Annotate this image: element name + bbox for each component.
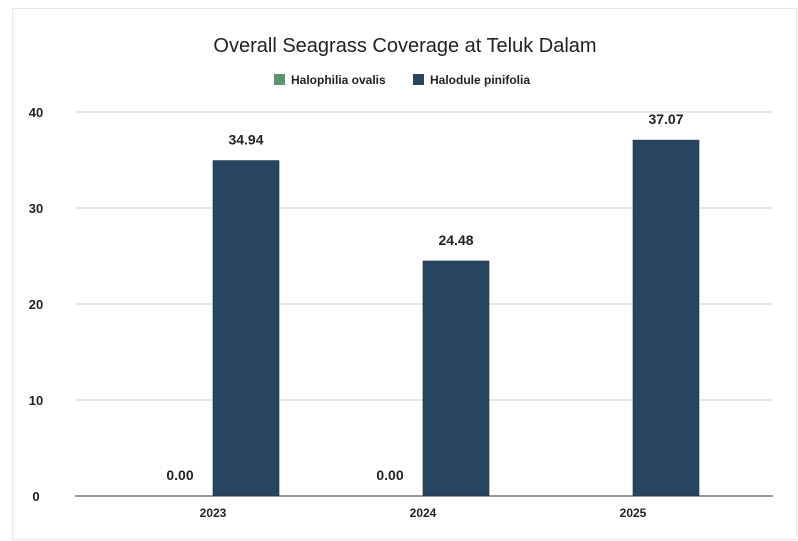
data-label-2023-series-1: 0.00 bbox=[166, 467, 193, 483]
bars bbox=[212, 139, 700, 497]
legend-swatch-2 bbox=[413, 74, 424, 85]
x-tick-label-2025: 2025 bbox=[620, 506, 647, 520]
data-label-2024-series-1: 0.00 bbox=[376, 467, 403, 483]
y-axis-ticks: 0 10 20 30 40 bbox=[29, 105, 43, 504]
legend: Halophilia ovalis Halodule pinifolia bbox=[274, 73, 530, 87]
x-tick-label-2024: 2024 bbox=[410, 506, 437, 520]
bar-2025-series-2 bbox=[632, 139, 700, 497]
bar-2023-series-2 bbox=[212, 160, 280, 497]
x-tick-label-2023: 2023 bbox=[200, 506, 227, 520]
y-tick-label: 40 bbox=[29, 105, 43, 120]
data-label-2023-series-2: 34.94 bbox=[228, 132, 263, 148]
legend-swatch-1 bbox=[274, 74, 285, 85]
legend-label-1: Halophilia ovalis bbox=[291, 73, 386, 87]
bar-2024-series-2 bbox=[422, 260, 490, 497]
data-label-2024-series-2: 24.48 bbox=[438, 232, 473, 248]
data-label-2025-series-2: 37.07 bbox=[648, 111, 683, 127]
data-labels: 0.00 34.94 0.00 24.48 37.07 bbox=[166, 111, 683, 483]
legend-label-2: Halodule pinifolia bbox=[430, 73, 530, 87]
chart-title: Overall Seagrass Coverage at Teluk Dalam bbox=[213, 35, 596, 57]
y-tick-label: 30 bbox=[29, 201, 43, 216]
y-tick-label: 10 bbox=[29, 393, 43, 408]
y-tick-label: 20 bbox=[29, 297, 43, 312]
x-axis-ticks: 2023 2024 2025 bbox=[200, 506, 647, 520]
y-tick-label: 0 bbox=[32, 489, 39, 504]
